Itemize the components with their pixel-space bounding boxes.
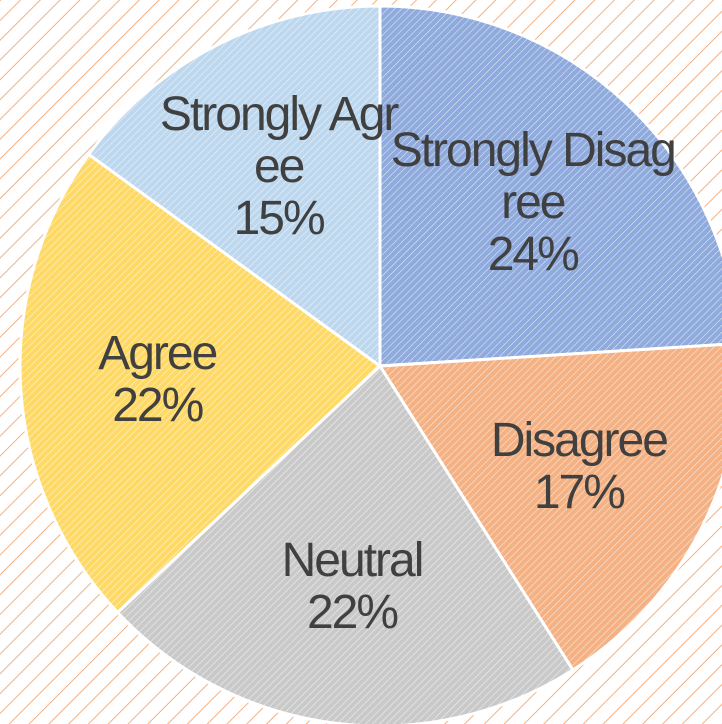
pie-slice (377, 342, 722, 673)
category: Neutral (281, 534, 425, 588)
category: Agree (98, 327, 218, 380)
category: Strongly Agree (159, 88, 399, 194)
pie-slice (18, 152, 383, 615)
percent: 22% (306, 586, 399, 640)
label-box: Disagree 17% (453, 382, 705, 552)
pie-slice (378, 4, 722, 368)
label-box: Strongly Agree 15% (159, 82, 399, 252)
percent: 15% (233, 192, 326, 246)
percent: 17% (533, 466, 626, 520)
label-box: Neutral 22% (211, 502, 493, 672)
pie-slice (86, 4, 382, 369)
label-box: Strongly Disagree 24% (386, 118, 680, 288)
percent: 24% (487, 228, 580, 282)
category: Disagree (490, 414, 669, 468)
label-box: Agree 22% (16, 295, 298, 465)
percent: 22% (112, 379, 204, 432)
category: Strongly Disagree (390, 124, 677, 230)
pie-slice (115, 363, 575, 724)
